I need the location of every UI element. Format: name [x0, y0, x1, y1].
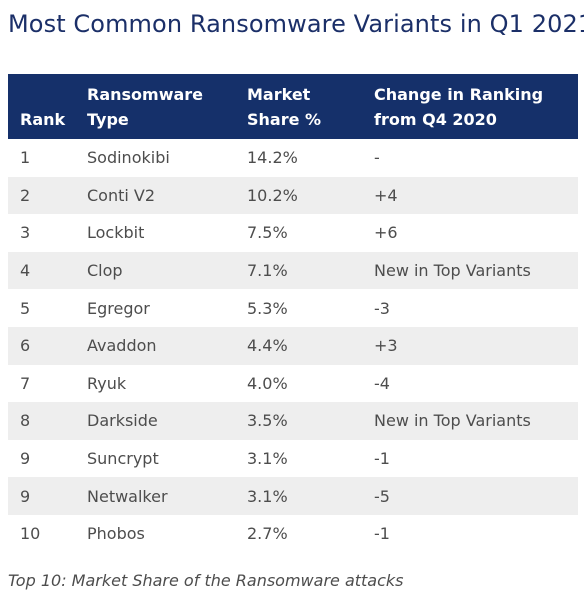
- cell-share: 2.7%: [247, 524, 288, 544]
- cell-change: -3: [374, 298, 390, 318]
- header-change-line1: Change in Ranking: [374, 85, 544, 104]
- table-row: 1 Sodinokibi 14.2% -: [8, 139, 578, 177]
- cell-rank: 2: [20, 185, 31, 205]
- cell-share: 5.3%: [247, 298, 288, 318]
- cell-rank: 6: [20, 336, 31, 356]
- table-row: 7 Ryuk 4.0% -4: [8, 365, 578, 403]
- ransomware-table-container: Rank Ransomware Type Market Share % Change…: [8, 74, 578, 553]
- table-header: Rank Ransomware Type Market Share % Change…: [8, 74, 578, 139]
- cell-change: -: [374, 148, 380, 168]
- table-header-row: Rank Ransomware Type Market Share % Change…: [8, 74, 578, 139]
- cell-type: Netwalker: [87, 486, 168, 506]
- cell-change: -4: [374, 373, 390, 393]
- table-row: 10 Phobos 2.7% -1: [8, 515, 578, 553]
- cell-rank: 9: [20, 449, 31, 469]
- cell-change: -1: [374, 449, 390, 469]
- cell-change: -1: [374, 524, 390, 544]
- cell-change: New in Top Variants: [374, 261, 531, 281]
- cell-rank: 8: [20, 411, 31, 431]
- cell-share: 7.1%: [247, 261, 288, 281]
- header-change-line2: from Q4 2020: [374, 110, 497, 129]
- table-row: 9 Suncrypt 3.1% -1: [8, 440, 578, 478]
- header-change-in-ranking: Change in Ranking from Q4 2020: [362, 74, 578, 139]
- cell-share: 3.5%: [247, 411, 288, 431]
- table-row: 3 Lockbit 7.5% +6: [8, 214, 578, 252]
- cell-change: New in Top Variants: [374, 411, 531, 431]
- cell-type: Ryuk: [87, 373, 127, 393]
- cell-share: 4.0%: [247, 373, 288, 393]
- header-market-share: Market Share %: [235, 74, 362, 139]
- header-type-line2: Type: [87, 110, 129, 129]
- table-row: 5 Egregor 5.3% -3: [8, 289, 578, 327]
- cell-share: 3.1%: [247, 449, 288, 469]
- table-row: 8 Darkside 3.5% New in Top Variants: [8, 402, 578, 440]
- cell-share: 3.1%: [247, 486, 288, 506]
- cell-share: 14.2%: [247, 148, 298, 168]
- cell-change: +6: [374, 223, 398, 243]
- cell-type: Sodinokibi: [87, 148, 170, 168]
- cell-type: Egregor: [87, 298, 150, 318]
- cell-type: Phobos: [87, 524, 145, 544]
- header-type-line1: Ransomware: [87, 85, 204, 104]
- cell-share: 7.5%: [247, 223, 288, 243]
- cell-type: Avaddon: [87, 336, 157, 356]
- cell-type: Suncrypt: [87, 449, 159, 469]
- table-row: 4 Clop 7.1% New in Top Variants: [8, 251, 578, 290]
- cell-rank: 1: [20, 148, 31, 168]
- cell-rank: 10: [20, 524, 41, 544]
- ransomware-table: Rank Ransomware Type Market Share % Change…: [8, 74, 578, 553]
- table-row: 6 Avaddon 4.4% +3: [8, 326, 578, 365]
- cell-type: Clop: [87, 261, 123, 281]
- cell-type: Darkside: [87, 411, 158, 431]
- cell-share: 4.4%: [247, 336, 288, 356]
- header-share-line1: Market: [247, 85, 311, 104]
- cell-change: +4: [374, 185, 398, 205]
- cell-type: Lockbit: [87, 223, 145, 243]
- table-row: 2 Conti V2 10.2% +4: [8, 176, 578, 215]
- table-body: 1 Sodinokibi 14.2% - 2 Conti V2 10.2% +4…: [8, 139, 578, 553]
- table-caption: Top 10: Market Share of the Ransomware a…: [8, 571, 404, 590]
- header-ransomware-type: Ransomware Type: [75, 74, 235, 139]
- header-rank: Rank: [8, 74, 75, 139]
- cell-rank: 4: [20, 261, 31, 281]
- page-title: Most Common Ransomware Variants in Q1 20…: [8, 10, 584, 38]
- table-row: 9 Netwalker 3.1% -5: [8, 477, 578, 515]
- cell-change: +3: [374, 336, 398, 356]
- cell-rank: 7: [20, 373, 31, 393]
- cell-rank: 5: [20, 298, 31, 318]
- cell-change: -5: [374, 486, 390, 506]
- cell-rank: 9: [20, 486, 31, 506]
- cell-rank: 3: [20, 223, 31, 243]
- cell-type: Conti V2: [87, 185, 156, 205]
- cell-share: 10.2%: [247, 185, 298, 205]
- header-share-line2: Share %: [247, 110, 322, 129]
- header-rank-label: Rank: [20, 110, 66, 129]
